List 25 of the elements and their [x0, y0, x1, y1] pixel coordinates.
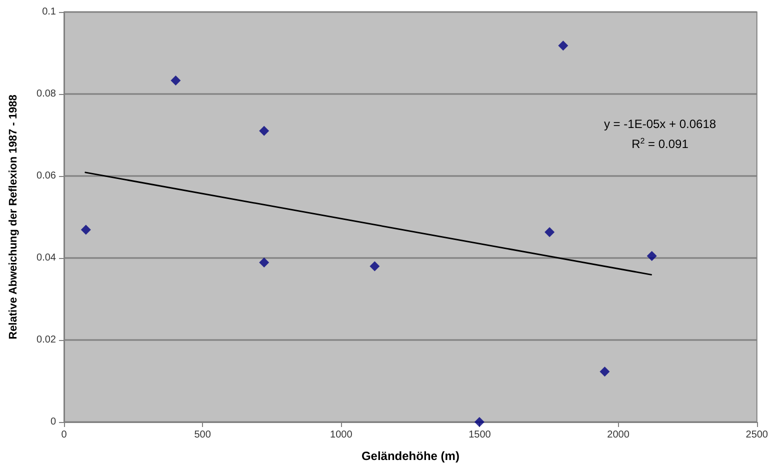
point	[80, 224, 91, 235]
point	[474, 417, 484, 427]
y-tick-label: 0.04	[36, 252, 56, 264]
point	[544, 227, 555, 238]
point	[600, 366, 610, 377]
y-axis-title: Relative Abweichung der Reflexion 1987 - 1988	[8, 94, 20, 340]
x-tick-label: 1500	[468, 430, 492, 440]
point	[259, 258, 270, 268]
x-tick-label: 2500	[746, 430, 768, 440]
point	[170, 75, 181, 86]
point	[259, 126, 270, 136]
annotation: y = -1E-05x + 0.0618	[604, 117, 716, 131]
y-tick-label: 0.08	[36, 88, 56, 100]
y-tick-label: 0.06	[36, 170, 56, 182]
y-tick-label: 0.02	[36, 334, 56, 346]
point	[646, 250, 657, 261]
point	[370, 261, 380, 272]
x-tick-label: 0	[61, 430, 68, 440]
point	[558, 40, 568, 51]
x-tick-label: 2000	[607, 430, 630, 440]
y-tick-label: 0.1	[42, 6, 56, 18]
x-tick-label: 1000	[330, 430, 353, 440]
x-axis-title: Geländehöhe (m)	[361, 449, 460, 463]
x-tick-label: 500	[194, 430, 212, 440]
y-tick-label: 0	[50, 416, 56, 428]
